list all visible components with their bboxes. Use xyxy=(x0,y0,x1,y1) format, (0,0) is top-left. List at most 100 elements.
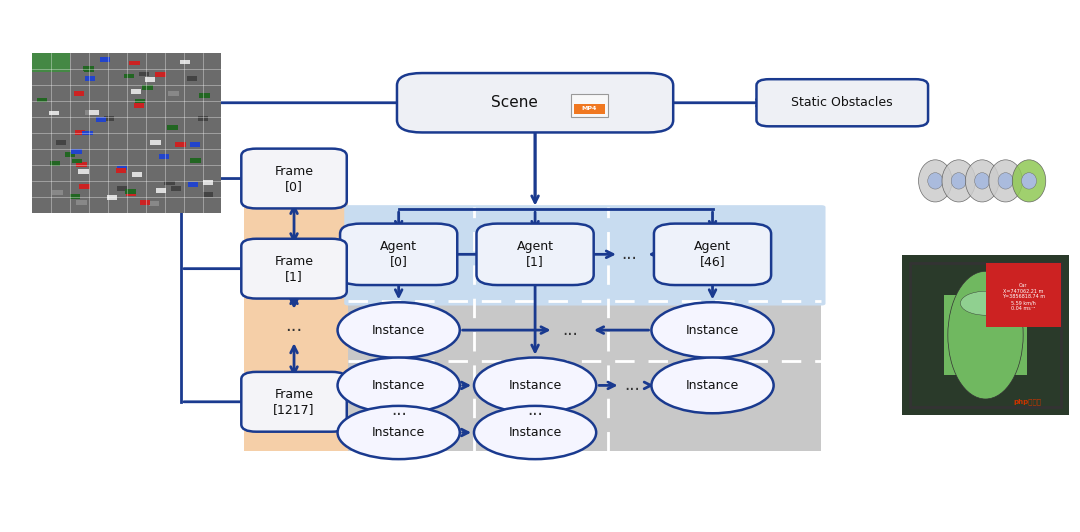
Bar xyxy=(40,67,50,72)
Text: Instance: Instance xyxy=(509,426,562,439)
Text: Instance: Instance xyxy=(372,426,426,439)
Bar xyxy=(65,152,76,157)
Text: ...: ... xyxy=(563,321,578,339)
Bar xyxy=(131,89,141,94)
Text: Agent
[46]: Agent [46] xyxy=(694,240,731,268)
Bar xyxy=(171,186,181,190)
Bar xyxy=(156,72,165,77)
Bar xyxy=(37,98,48,103)
Ellipse shape xyxy=(966,160,999,202)
Bar xyxy=(116,168,126,173)
Bar xyxy=(134,103,145,108)
Text: Car
X=747062.21 m
Y=3856818.74 m
5.59 km/h
0.04 ms⁻²: Car X=747062.21 m Y=3856818.74 m 5.59 km… xyxy=(1001,282,1044,311)
Bar xyxy=(150,140,161,145)
Text: ...: ... xyxy=(391,401,406,419)
Ellipse shape xyxy=(338,302,460,358)
Bar xyxy=(85,111,95,115)
Bar xyxy=(188,182,198,187)
Bar xyxy=(149,201,159,206)
Bar xyxy=(75,92,84,96)
Bar xyxy=(75,130,85,135)
Text: Frame
[1]: Frame [1] xyxy=(274,255,313,282)
Ellipse shape xyxy=(338,358,460,413)
Bar xyxy=(96,118,106,122)
Bar xyxy=(203,180,213,185)
Bar xyxy=(203,192,213,197)
Bar xyxy=(56,140,66,145)
Bar xyxy=(70,195,80,200)
Bar xyxy=(135,98,145,103)
Bar xyxy=(198,116,208,121)
FancyBboxPatch shape xyxy=(756,79,928,126)
Bar xyxy=(179,60,190,64)
Bar xyxy=(83,66,94,71)
FancyBboxPatch shape xyxy=(397,73,673,132)
Bar xyxy=(79,184,90,189)
Ellipse shape xyxy=(474,406,596,459)
FancyBboxPatch shape xyxy=(349,302,821,451)
Bar xyxy=(159,154,170,159)
Bar xyxy=(117,165,127,170)
Text: Frame
[0]: Frame [0] xyxy=(274,164,313,193)
Bar xyxy=(32,53,70,72)
Bar xyxy=(125,189,136,194)
Ellipse shape xyxy=(960,292,1011,315)
Bar xyxy=(71,149,81,154)
FancyBboxPatch shape xyxy=(241,372,347,431)
Bar xyxy=(53,190,63,195)
Bar xyxy=(189,142,200,147)
FancyBboxPatch shape xyxy=(653,223,771,285)
FancyBboxPatch shape xyxy=(340,223,457,285)
FancyBboxPatch shape xyxy=(241,239,347,298)
Ellipse shape xyxy=(998,173,1013,189)
FancyBboxPatch shape xyxy=(244,156,349,451)
Text: Agent
[0]: Agent [0] xyxy=(380,240,417,268)
Bar xyxy=(167,125,177,130)
Ellipse shape xyxy=(989,160,1023,202)
FancyBboxPatch shape xyxy=(571,94,608,117)
Bar xyxy=(82,130,93,135)
Bar xyxy=(71,159,82,163)
Ellipse shape xyxy=(651,302,773,358)
Text: Frame
[1217]: Frame [1217] xyxy=(273,388,314,416)
Ellipse shape xyxy=(918,160,953,202)
Bar xyxy=(143,85,152,90)
Bar xyxy=(168,91,178,96)
Bar xyxy=(944,295,1027,375)
Bar xyxy=(124,73,134,78)
Text: ...: ... xyxy=(621,245,637,263)
Ellipse shape xyxy=(1022,173,1037,189)
Bar xyxy=(175,142,186,147)
Ellipse shape xyxy=(942,160,975,202)
Ellipse shape xyxy=(474,358,596,413)
FancyBboxPatch shape xyxy=(241,148,347,209)
Bar xyxy=(140,200,150,205)
Text: ...: ... xyxy=(624,377,640,394)
Text: Instance: Instance xyxy=(686,323,739,337)
Bar xyxy=(139,72,149,77)
Text: Static Obstacles: Static Obstacles xyxy=(792,96,893,109)
Bar xyxy=(78,169,89,174)
Bar xyxy=(107,195,117,200)
Text: ...: ... xyxy=(527,401,543,419)
Bar xyxy=(83,68,94,72)
Bar xyxy=(77,200,86,205)
Bar xyxy=(164,180,175,185)
Bar xyxy=(104,117,114,121)
Text: Agent
[1]: Agent [1] xyxy=(516,240,554,268)
Text: Instance: Instance xyxy=(686,379,739,392)
Ellipse shape xyxy=(928,173,943,189)
Ellipse shape xyxy=(974,173,989,189)
Bar xyxy=(200,93,210,97)
Bar xyxy=(130,61,139,65)
Text: MP4: MP4 xyxy=(582,106,597,111)
Ellipse shape xyxy=(951,173,967,189)
Bar xyxy=(49,111,59,115)
Text: Instance: Instance xyxy=(372,323,426,337)
Text: php中文网: php中文网 xyxy=(1013,399,1041,405)
Bar xyxy=(77,162,86,167)
Bar xyxy=(50,161,60,166)
Bar xyxy=(187,76,197,81)
Bar xyxy=(190,158,201,163)
Ellipse shape xyxy=(338,406,460,459)
